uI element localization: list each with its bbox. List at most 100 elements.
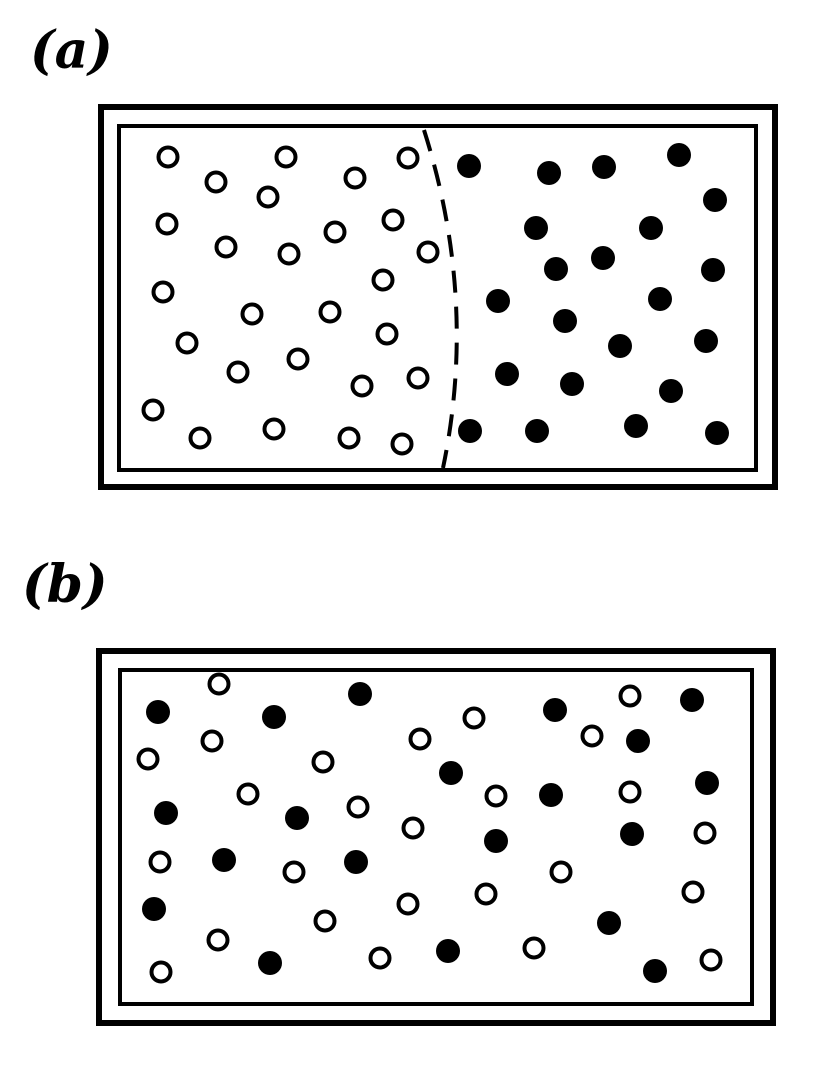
open-particle xyxy=(693,821,717,845)
open-particle xyxy=(396,892,420,916)
filled-particle xyxy=(643,959,667,983)
filled-particle xyxy=(543,698,567,722)
panel-a-outer-frame xyxy=(98,104,778,490)
panel-b-open-particles xyxy=(136,672,723,984)
open-particle xyxy=(323,220,347,244)
open-particle xyxy=(206,928,230,952)
filled-particle xyxy=(597,911,621,935)
open-particle xyxy=(149,960,173,984)
filled-particle xyxy=(262,705,286,729)
filled-particle xyxy=(458,419,482,443)
open-particle xyxy=(214,235,238,259)
open-particle xyxy=(226,360,250,384)
open-particle xyxy=(462,706,486,730)
filled-particle xyxy=(701,258,725,282)
open-particle xyxy=(175,331,199,355)
filled-particle xyxy=(539,783,563,807)
filled-particle xyxy=(560,372,584,396)
open-particle xyxy=(156,145,180,169)
open-particle xyxy=(549,860,573,884)
filled-particle xyxy=(626,729,650,753)
filled-particle xyxy=(495,362,519,386)
open-particle xyxy=(148,850,172,874)
filled-particle xyxy=(146,700,170,724)
filled-particle xyxy=(659,379,683,403)
open-particle xyxy=(375,322,399,346)
open-particle xyxy=(580,724,604,748)
open-particle xyxy=(396,146,420,170)
open-particle xyxy=(681,880,705,904)
filled-particle xyxy=(344,850,368,874)
open-particle xyxy=(318,300,342,324)
panel-b-inner-frame xyxy=(118,668,754,1006)
open-particle xyxy=(406,366,430,390)
open-particle xyxy=(188,426,212,450)
open-particle xyxy=(313,909,337,933)
panel-b xyxy=(96,648,776,1026)
panel-b-filled-particles xyxy=(142,682,719,983)
panel-a xyxy=(98,104,778,490)
open-particle xyxy=(408,727,432,751)
open-particle xyxy=(151,280,175,304)
open-particle xyxy=(401,816,425,840)
open-particle xyxy=(256,185,280,209)
filled-particle xyxy=(608,334,632,358)
panel-b-label: (b) xyxy=(22,554,108,615)
open-particle xyxy=(381,208,405,232)
open-particle xyxy=(618,780,642,804)
filled-particle xyxy=(591,246,615,270)
open-particle xyxy=(618,684,642,708)
filled-particle xyxy=(525,419,549,443)
open-particle xyxy=(343,166,367,190)
open-particle xyxy=(699,948,723,972)
filled-particle xyxy=(705,421,729,445)
filled-particle xyxy=(592,155,616,179)
filled-particle xyxy=(544,257,568,281)
open-particle xyxy=(416,240,440,264)
filled-particle xyxy=(695,771,719,795)
filled-particle xyxy=(486,289,510,313)
filled-particle xyxy=(639,216,663,240)
open-particle xyxy=(277,242,301,266)
panel-b-outer-frame xyxy=(96,648,776,1026)
filled-particle xyxy=(694,329,718,353)
panel-a-inner-frame xyxy=(117,124,758,472)
filled-particle xyxy=(457,154,481,178)
filled-particle xyxy=(154,801,178,825)
filled-particle xyxy=(624,414,648,438)
open-particle xyxy=(274,145,298,169)
dashed-partition-line xyxy=(422,129,459,469)
filled-particle xyxy=(703,188,727,212)
open-particle xyxy=(204,170,228,194)
filled-particle xyxy=(484,829,508,853)
open-particle xyxy=(337,426,361,450)
filled-particle xyxy=(439,761,463,785)
filled-particle xyxy=(285,806,309,830)
open-particle xyxy=(262,417,286,441)
panel-a-label: (a) xyxy=(30,20,113,81)
filled-particle xyxy=(620,822,644,846)
open-particle xyxy=(522,936,546,960)
filled-particle xyxy=(667,143,691,167)
open-particle xyxy=(136,747,160,771)
filled-particle xyxy=(258,951,282,975)
filled-particle xyxy=(142,897,166,921)
filled-particle xyxy=(680,688,704,712)
open-particle xyxy=(282,860,306,884)
filled-particle xyxy=(524,216,548,240)
open-particle xyxy=(286,347,310,371)
open-particle xyxy=(240,302,264,326)
open-particle xyxy=(390,432,414,456)
filled-particle xyxy=(553,309,577,333)
open-particle xyxy=(236,782,260,806)
open-particle xyxy=(311,750,335,774)
open-particle xyxy=(346,795,370,819)
filled-particle xyxy=(212,848,236,872)
panel-a-filled-particles xyxy=(457,143,729,445)
filled-particle xyxy=(648,287,672,311)
open-particle xyxy=(368,946,392,970)
panel-a-open-particles xyxy=(141,145,440,456)
filled-particle xyxy=(537,161,561,185)
filled-particle xyxy=(436,939,460,963)
